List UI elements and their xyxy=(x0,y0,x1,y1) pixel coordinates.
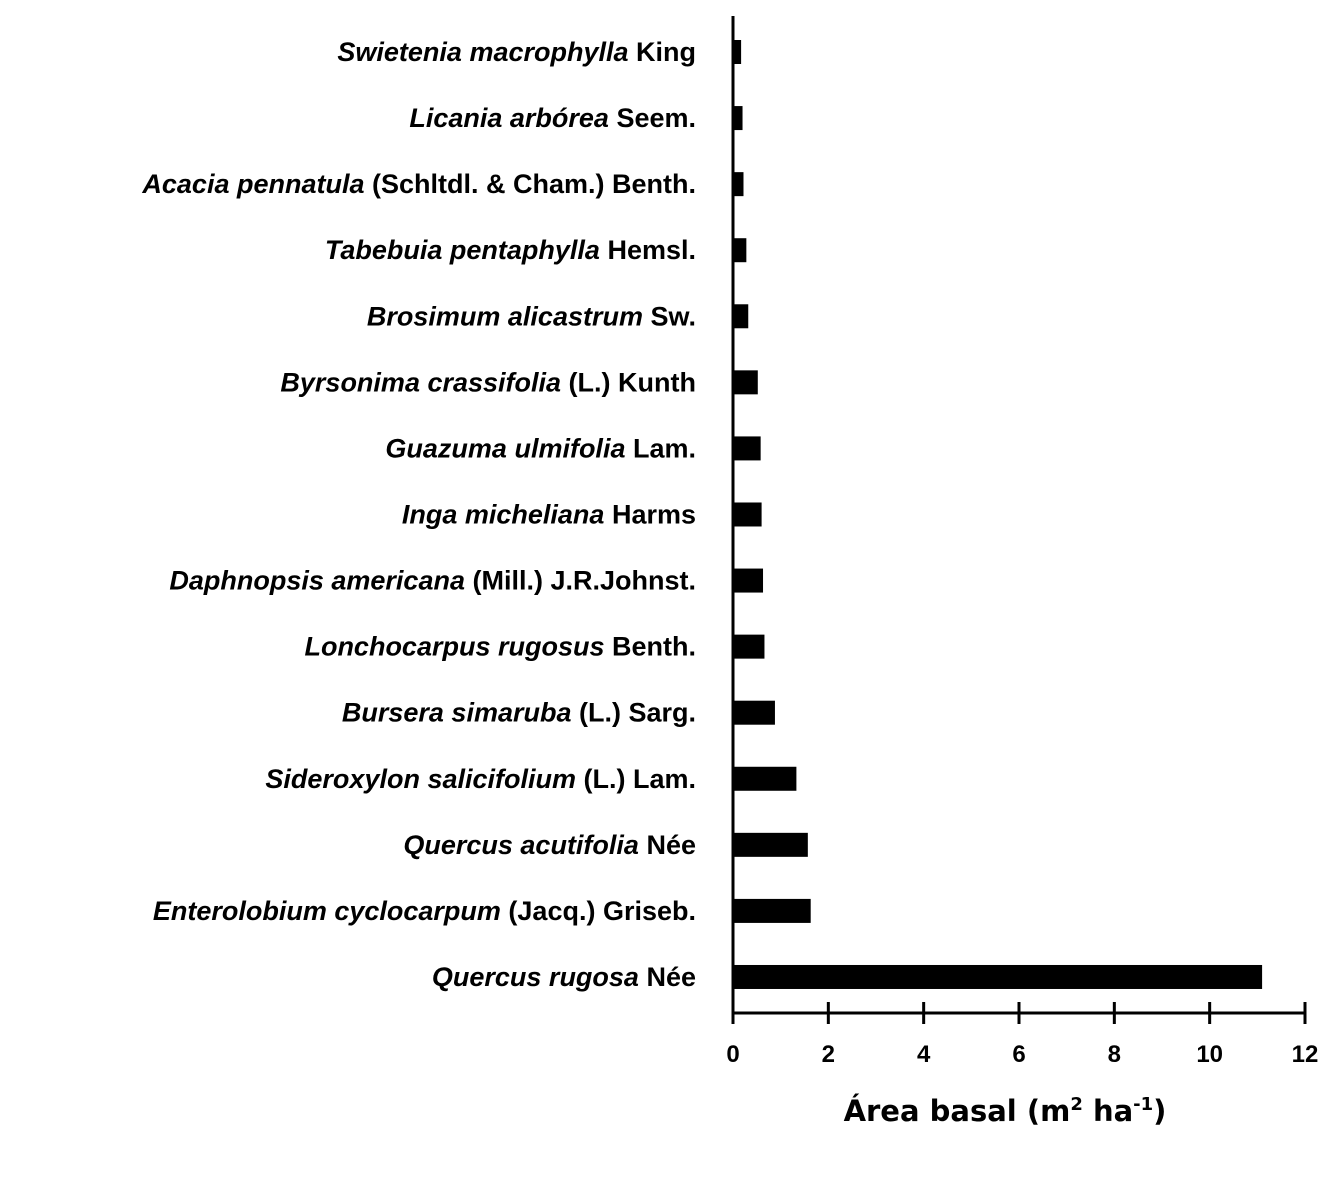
category-label: Byrsonima crassifolia (L.) Kunth xyxy=(280,367,696,397)
category-species: Enterolobium cyclocarpum xyxy=(153,896,501,926)
x-axis-title-text: Área basal (m xyxy=(844,1094,1071,1128)
bar xyxy=(733,436,761,461)
category-species: Inga micheliana xyxy=(402,499,605,529)
category-label: Quercus rugosa Née xyxy=(432,962,696,992)
category-species: Daphnopsis americana xyxy=(169,566,465,596)
category-label: Quercus acutifolia Née xyxy=(403,830,696,860)
bars xyxy=(733,40,1263,989)
category-label: Lonchocarpus rugosus Benth. xyxy=(304,632,696,662)
category-authority: Née xyxy=(639,830,696,860)
category-species: Bursera simaruba xyxy=(342,698,572,728)
category-species: Byrsonima crassifolia xyxy=(280,367,561,397)
category-species: Swietenia macrophylla xyxy=(337,37,628,67)
category-authority: Sw. xyxy=(643,301,696,331)
category-authority: (Schltdl. & Cham.) Benth. xyxy=(364,169,696,199)
category-species: Acacia pennatula xyxy=(141,169,364,199)
category-authority: Harms xyxy=(604,499,696,529)
x-axis-title-mid: ha xyxy=(1083,1094,1133,1128)
category-species: Sideroxylon salicifolium xyxy=(265,764,576,794)
category-label: Bursera simaruba (L.) Sarg. xyxy=(342,698,696,728)
category-authority: Hemsl. xyxy=(600,235,696,265)
category-species: Brosimum alicastrum xyxy=(367,301,643,331)
category-authority: Lam. xyxy=(625,433,696,463)
category-label: Inga micheliana Harms xyxy=(402,499,696,529)
category-authority: Seem. xyxy=(609,103,696,133)
category-authority: King xyxy=(629,37,697,67)
category-authority: Née xyxy=(639,962,696,992)
bar xyxy=(733,634,765,659)
bar xyxy=(733,172,744,197)
category-label: Sideroxylon salicifolium (L.) Lam. xyxy=(265,764,696,794)
category-species: Quercus acutifolia xyxy=(403,830,639,860)
bar xyxy=(733,370,758,395)
category-labels: Swietenia macrophylla King Licania arbóre… xyxy=(141,37,696,992)
category-authority: (L.) Lam. xyxy=(576,764,696,794)
x-tick-label: 10 xyxy=(1196,1041,1223,1068)
category-label: Acacia pennatula (Schltdl. & Cham.) Bent… xyxy=(141,169,696,199)
category-species: Quercus rugosa xyxy=(432,962,639,992)
category-label: Swietenia macrophylla King xyxy=(337,37,696,67)
bar xyxy=(733,304,749,329)
bar xyxy=(733,766,797,791)
bar xyxy=(733,832,808,857)
x-axis-title-sup2: -1 xyxy=(1133,1094,1153,1115)
category-authority: Benth. xyxy=(605,632,697,662)
bar xyxy=(733,502,762,527)
category-label: Brosimum alicastrum Sw. xyxy=(367,301,696,331)
x-axis-ticks: 0 2 4 6 8 10 12 xyxy=(726,1002,1318,1068)
category-species: Guazuma ulmifolia xyxy=(385,433,625,463)
x-tick-label: 0 xyxy=(726,1041,739,1068)
x-axis-title: Área basal (m2 ha-1) xyxy=(844,1094,1167,1128)
x-axis-title-end: ) xyxy=(1153,1094,1166,1128)
category-authority: (L.) Sarg. xyxy=(571,698,696,728)
bar xyxy=(733,964,1263,989)
category-label: Tabebuia pentaphylla Hemsl. xyxy=(325,235,696,265)
bar xyxy=(733,238,747,263)
category-label: Daphnopsis americana (Mill.) J.R.Johnst. xyxy=(169,566,696,596)
bar xyxy=(733,700,775,725)
x-tick-label: 12 xyxy=(1292,1041,1319,1068)
category-authority: (Jacq.) Griseb. xyxy=(501,896,696,926)
bar xyxy=(733,40,742,64)
x-axis-title-sup1: 2 xyxy=(1070,1094,1083,1115)
category-species: Tabebuia pentaphylla xyxy=(325,235,600,265)
category-authority: (Mill.) J.R.Johnst. xyxy=(465,566,696,596)
x-tick-label: 4 xyxy=(917,1041,931,1068)
bar xyxy=(733,568,764,593)
category-label: Guazuma ulmifolia Lam. xyxy=(385,433,696,463)
x-tick-label: 2 xyxy=(822,1041,835,1068)
bar xyxy=(733,106,743,131)
x-tick-label: 8 xyxy=(1108,1041,1121,1068)
bar xyxy=(733,898,811,923)
x-tick-label: 6 xyxy=(1012,1041,1025,1068)
category-label: Enterolobium cyclocarpum (Jacq.) Griseb. xyxy=(153,896,696,926)
category-authority: (L.) Kunth xyxy=(561,367,696,397)
category-species: Lonchocarpus rugosus xyxy=(304,632,604,662)
category-species: Licania arbórea xyxy=(409,103,609,133)
category-label: Licania arbórea Seem. xyxy=(409,103,696,133)
